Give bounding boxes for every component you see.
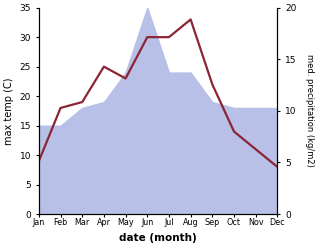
X-axis label: date (month): date (month) <box>119 233 197 243</box>
Y-axis label: med. precipitation (kg/m2): med. precipitation (kg/m2) <box>305 54 314 167</box>
Y-axis label: max temp (C): max temp (C) <box>4 77 14 145</box>
